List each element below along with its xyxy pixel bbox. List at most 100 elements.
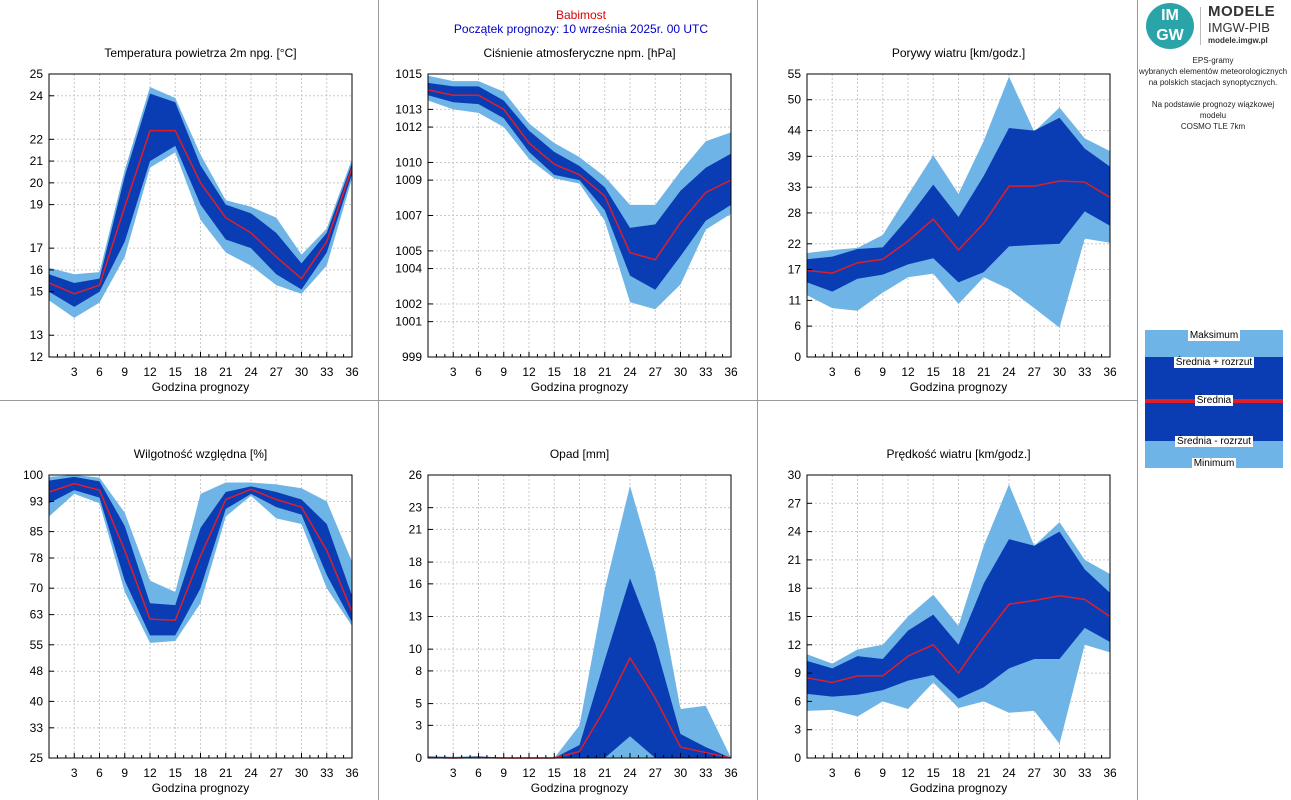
x-tick-label: 9 — [879, 766, 886, 780]
x-tick-label: 18 — [194, 365, 208, 379]
mean-line — [806, 594, 1111, 684]
x-tick-label: 6 — [96, 365, 103, 379]
chart-wind-speed: Prędkość wiatru [km/godz.] 0 3 6 9 12 15 18 21 24… — [758, 401, 1136, 800]
x-tick-label: 18 — [194, 766, 208, 780]
x-tick-label: 36 — [1103, 365, 1117, 379]
y-tick-label: 33 — [788, 180, 802, 194]
y-tick-label: 50 — [788, 93, 802, 107]
y-tick-label: 44 — [788, 124, 802, 138]
y-tick-label: 33 — [30, 721, 44, 735]
y-tick-label: 1001 — [395, 315, 422, 329]
legend-label-minus: Średnia - rozrzut — [1175, 436, 1253, 447]
chart-title: Wilgotność względna [%] — [134, 447, 267, 461]
chart-title: Ciśnienie atmosferyczne npm. [hPa] — [483, 46, 675, 60]
x-tick-label: 9 — [121, 766, 128, 780]
forecast-header: Babimost Początek prognozy: 10 września … — [380, 8, 782, 36]
y-tick-label: 78 — [30, 551, 44, 565]
info-line: COSMO TLE 7km — [1180, 122, 1246, 131]
x-minor-ticks — [806, 352, 1111, 357]
x-tick-label: 27 — [270, 365, 284, 379]
chart-temperature: Temperatura powietrza 2m npg. [°C] 12 13 15… — [0, 0, 378, 400]
x-tick-label: 3 — [71, 766, 78, 780]
y-tick-label: 11 — [789, 293, 802, 307]
x-tick-label: 9 — [121, 365, 128, 379]
y-tick-label: 10 — [409, 642, 423, 656]
logo-subtitle: IMGW-PIB — [1208, 20, 1270, 35]
info-text: EPS-gramy wybranych elementów meteorolog… — [1138, 55, 1288, 132]
x-axis-label: Godzina prognozy — [910, 380, 1007, 394]
mean-line — [427, 89, 732, 261]
y-tick-label: 20 — [30, 176, 44, 190]
x-tick-label: 18 — [952, 766, 966, 780]
spread-band — [428, 578, 731, 758]
x-minor-ticks — [427, 352, 732, 357]
x-tick-label: 33 — [320, 365, 334, 379]
y-tick-label: 93 — [30, 494, 44, 508]
x-tick-label: 36 — [724, 365, 738, 379]
x-tick-label: 36 — [724, 766, 738, 780]
x-tick-label: 3 — [829, 365, 836, 379]
x-tick-label: 27 — [1028, 766, 1042, 780]
mean-line — [806, 180, 1111, 274]
y-tick-label: 48 — [30, 664, 44, 678]
info-line: na polskich stacjach synoptycznych. — [1148, 78, 1278, 87]
x-tick-label: 3 — [450, 766, 457, 780]
x-tick-label: 3 — [71, 365, 78, 379]
logo-badge-top: IM — [1161, 7, 1179, 24]
mean-line — [48, 129, 353, 295]
x-axis-label: Godzina prognozy — [152, 380, 249, 394]
x-minor-ticks — [48, 352, 353, 357]
y-tick-label: 6 — [794, 694, 801, 708]
y-tick-label: 55 — [30, 638, 44, 652]
y-tick-label: 999 — [402, 350, 422, 364]
legend-label-max: Maksimum — [1187, 330, 1241, 341]
y-tick-label: 1002 — [395, 297, 422, 311]
x-tick-label: 18 — [573, 365, 587, 379]
y-tick-label: 0 — [415, 751, 422, 765]
x-tick-label: 21 — [977, 365, 991, 379]
x-tick-label: 24 — [623, 365, 637, 379]
x-tick-label: 6 — [475, 365, 482, 379]
x-tick-label: 6 — [475, 766, 482, 780]
x-tick-label: 15 — [169, 365, 183, 379]
y-tick-label: 0 — [794, 350, 801, 364]
y-tick-label: 18 — [409, 555, 423, 569]
logo-divider — [1200, 7, 1201, 45]
legend-label-plus: Średnia + rozrzut — [1173, 357, 1255, 368]
forecast-start: Początek prognozy: 10 września 2025r. 00… — [453, 22, 709, 36]
logo-badge-bottom: GW — [1156, 27, 1184, 44]
x-tick-label: 30 — [674, 365, 688, 379]
x-tick-label: 27 — [1028, 365, 1042, 379]
info-line: wybranych elementów meteorologicznych — [1138, 67, 1288, 76]
x-tick-label: 3 — [450, 365, 457, 379]
y-tick-label: 12 — [30, 350, 44, 364]
y-tick-label: 1012 — [395, 120, 422, 134]
y-tick-label: 55 — [788, 67, 802, 81]
y-tick-label: 24 — [30, 89, 44, 103]
x-tick-label: 33 — [1078, 766, 1092, 780]
x-tick-label: 33 — [320, 766, 334, 780]
y-tick-label: 1005 — [395, 244, 422, 258]
y-tick-label: 25 — [30, 751, 44, 765]
station-name: Babimost — [555, 8, 607, 22]
y-tick-label: 5 — [415, 697, 422, 711]
mean-line — [48, 482, 353, 622]
chart-title: Porywy wiatru [km/godz.] — [892, 46, 1025, 60]
y-tick-label: 17 — [788, 263, 802, 277]
y-tick-label: 23 — [409, 501, 423, 515]
y-tick-label: 40 — [30, 694, 44, 708]
y-tick-label: 1007 — [395, 209, 422, 223]
chart-title: Opad [mm] — [550, 447, 609, 461]
y-tick-label: 28 — [788, 206, 802, 220]
x-tick-label: 21 — [219, 766, 233, 780]
y-tick-label: 18 — [788, 581, 802, 595]
x-tick-label: 27 — [270, 766, 284, 780]
y-tick-label: 21 — [409, 522, 423, 536]
x-minor-ticks — [427, 753, 732, 758]
x-tick-label: 30 — [1053, 766, 1067, 780]
x-tick-label: 18 — [952, 365, 966, 379]
y-tick-label: 13 — [30, 328, 44, 342]
chart-pressure: Ciśnienie atmosferyczne npm. [hPa] 999 100… — [379, 0, 757, 400]
info-line: EPS-gramy — [1192, 56, 1234, 65]
x-tick-label: 9 — [879, 365, 886, 379]
